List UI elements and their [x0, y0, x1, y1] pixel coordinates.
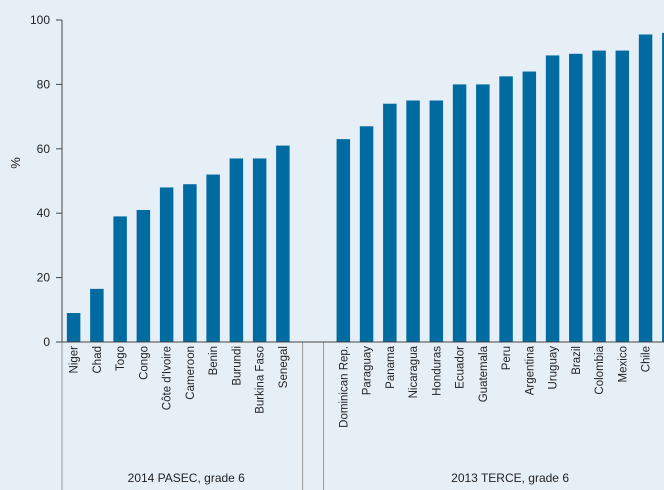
y-axis-title: %	[8, 157, 23, 169]
group-label-2013-terce-grade-6: 2013 TERCE, grade 6	[451, 471, 569, 485]
category-label-peru: Peru	[501, 346, 513, 370]
category-label-nicaragua: Nicaragua	[408, 345, 420, 398]
category-label-dominican-rep: Dominican Rep.	[338, 346, 350, 428]
bar-c-te-d-ivoire	[159, 187, 174, 342]
bar-chad	[90, 288, 104, 342]
bar-cameroon	[183, 184, 197, 342]
bar-dominican-rep	[336, 139, 351, 342]
category-label-chile: Chile	[641, 346, 653, 372]
bars	[66, 32, 664, 343]
category-label-togo: Togo	[115, 346, 127, 371]
bar-brazil	[569, 53, 583, 343]
category-label-panama: Panama	[385, 345, 397, 388]
bar-burundi	[229, 158, 244, 342]
bar-niger	[66, 313, 81, 342]
category-label-c-te-d-ivoire: Côte d'Ivoire	[162, 346, 174, 410]
category-label-niger: Niger	[69, 346, 81, 374]
y-tick-label: 20	[37, 271, 51, 285]
category-label-paraguay: Paraguay	[362, 346, 374, 395]
bar-ecuador	[452, 84, 467, 343]
y-tick-label: 80	[37, 77, 51, 91]
category-label-burkina-faso: Burkina Faso	[255, 346, 267, 414]
bar-paraguay	[359, 126, 374, 342]
group-labels: 2014 PASEC, grade 6 2013 TERCE, grade 6	[128, 471, 570, 485]
category-label-mexico: Mexico	[617, 346, 629, 382]
bar-nicaragua	[406, 100, 420, 342]
bar-congo	[136, 209, 151, 342]
y-axis: 0 20 40 60 80 100	[30, 13, 63, 349]
y-tick-label: 100	[30, 13, 50, 27]
y-tick-label: 0	[43, 335, 50, 349]
category-label-benin: Benin	[208, 346, 220, 375]
bar-benin	[206, 174, 220, 342]
group-label-2014-pasec-grade-6: 2014 PASEC, grade 6	[128, 471, 246, 485]
bar-chile	[638, 34, 653, 343]
bar-senegal	[276, 145, 290, 342]
category-label-cameroon: Cameroon	[185, 346, 197, 400]
category-label-colombia: Colombia	[594, 345, 606, 394]
bar-togo	[113, 216, 127, 342]
category-label-chad: Chad	[92, 346, 104, 374]
bar-honduras	[429, 100, 444, 342]
category-label-ecuador: Ecuador	[455, 346, 467, 389]
bar-costa-rica	[662, 32, 664, 342]
bar-argentina	[522, 71, 537, 343]
category-label-burundi: Burundi	[231, 346, 243, 386]
group-dividers	[61, 341, 664, 490]
bar-uruguay	[545, 55, 560, 343]
category-label-uruguay: Uruguay	[548, 346, 560, 390]
category-labels: Niger Chad Togo Congo Côte d'Ivoire Cameroon B…	[69, 345, 664, 427]
bar-burkina-faso	[252, 158, 267, 342]
bar-peru	[499, 76, 513, 342]
category-label-senegal: Senegal	[278, 346, 290, 388]
category-label-guatemala: Guatemala	[478, 345, 490, 402]
category-label-honduras: Honduras	[431, 346, 443, 396]
y-tick-label: 40	[37, 206, 51, 220]
category-label-brazil: Brazil	[571, 346, 583, 375]
bar-colombia	[592, 50, 606, 343]
y-tick-label: 60	[37, 142, 51, 156]
category-label-argentina: Argentina	[524, 345, 536, 395]
category-label-congo: Congo	[138, 346, 150, 380]
bar-guatemala	[476, 84, 490, 343]
bar-mexico	[615, 50, 630, 343]
bar-panama	[383, 103, 397, 342]
